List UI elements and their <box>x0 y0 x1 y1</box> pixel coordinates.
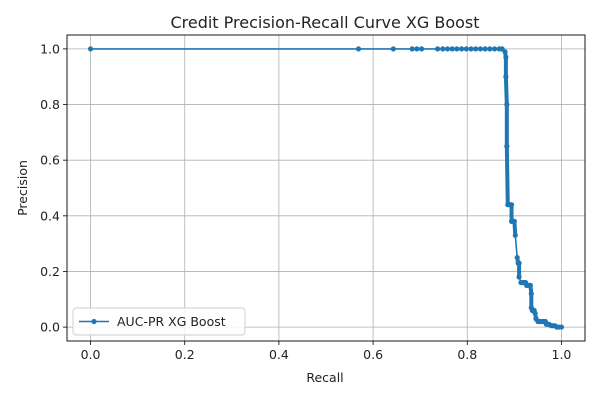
series-step-segment <box>529 306 535 312</box>
x-tick-label: 0.4 <box>269 347 289 362</box>
y-tick-label: 1.0 <box>40 41 60 56</box>
series-step-segment <box>532 309 537 314</box>
data-series <box>87 46 565 330</box>
data-point <box>87 46 94 52</box>
y-axis-label: Precision <box>15 160 30 216</box>
series-step-segment <box>528 285 534 294</box>
data-point <box>390 46 396 52</box>
y-tick-label: 0.6 <box>40 153 60 168</box>
series-step-segment <box>515 257 521 264</box>
data-point <box>449 46 455 52</box>
chart-title: Credit Precision-Recall Curve XG Boost <box>170 13 479 32</box>
series-step-segment <box>504 146 510 205</box>
data-point <box>477 46 484 52</box>
data-point <box>463 46 469 52</box>
data-point <box>487 46 493 52</box>
data-point <box>355 46 362 52</box>
legend: AUC-PR XG Boost <box>72 307 246 336</box>
series-step-segment <box>523 281 529 287</box>
x-tick-label: 0.2 <box>175 347 195 362</box>
data-point <box>435 46 441 52</box>
series-step-segment <box>543 320 549 325</box>
legend-box <box>72 307 246 336</box>
y-tick-label: 0.0 <box>40 320 60 335</box>
series-step-segment <box>512 221 518 236</box>
data-point <box>558 324 565 330</box>
plot-frame <box>66 34 586 342</box>
y-tick-label: 0.8 <box>40 97 60 112</box>
data-point <box>414 46 420 52</box>
data-point <box>459 46 465 52</box>
data-point <box>473 46 479 52</box>
series-line <box>90 48 562 328</box>
data-point <box>418 46 425 52</box>
data-point <box>409 46 415 52</box>
data-point <box>444 46 451 52</box>
data-point <box>491 46 498 52</box>
series-step-segment <box>503 76 509 105</box>
y-tick-label: 0.4 <box>40 208 60 223</box>
legend-label: AUC-PR XG Boost <box>117 314 226 329</box>
data-point <box>482 46 488 52</box>
x-tick-label: 0.6 <box>363 347 383 362</box>
x-tick-label: 0.8 <box>457 347 477 362</box>
data-point <box>440 46 446 52</box>
series-step-segment <box>502 51 508 58</box>
data-point <box>468 46 474 52</box>
x-tick-label: 0.0 <box>81 347 101 362</box>
axis-ticks: 0.0 0.2 0.4 0.6 0.8 1.0 0.0 0.2 0.4 0.6 0.8 1.0 <box>40 41 571 362</box>
legend-swatch-marker <box>91 318 97 325</box>
y-tick-label: 0.2 <box>40 264 60 279</box>
x-tick-label: 1.0 <box>552 347 572 362</box>
series-step-segment <box>533 312 538 320</box>
data-point <box>454 46 460 52</box>
x-axis-label: Recall <box>306 370 343 385</box>
